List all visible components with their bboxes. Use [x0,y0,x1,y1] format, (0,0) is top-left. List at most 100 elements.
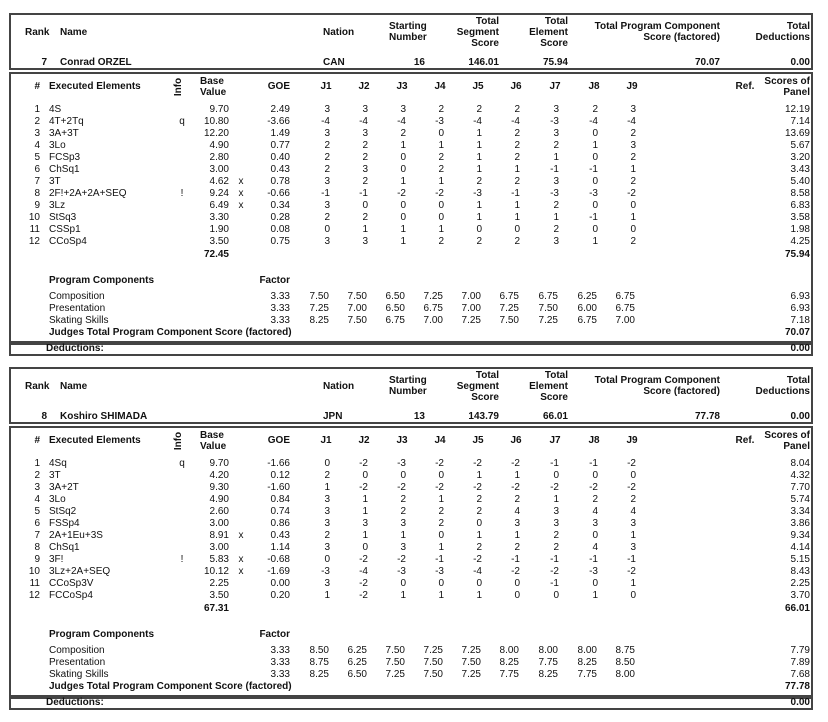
component-name: Skating Skills [49,669,109,680]
bonus-marker: x [238,188,244,199]
judge-score: 0 [630,590,636,601]
judge-score: 2 [630,236,636,247]
name-label: Name [60,27,88,38]
element-name: StSq3 [49,212,77,223]
bonus-marker: x [238,566,244,577]
judge-header: J8 [588,81,600,92]
judge-score: 1 [400,530,406,541]
elements-box [9,426,813,697]
base-value: 4.62 [209,176,229,187]
base-value: 9.70 [209,104,229,115]
judge-score: 1 [553,212,559,223]
panel-score: 8.58 [790,188,810,199]
scores-of-panel-header: Panel [783,441,810,452]
total-segment-score-label: Segment [456,381,499,392]
judge-header: J9 [626,81,638,92]
base-value-total: 72.45 [203,249,229,260]
goe-value: -1.66 [267,458,290,469]
judge-score: -1 [627,554,636,565]
base-value: 9.70 [209,458,229,469]
judge-score: -2 [627,188,636,199]
judge-score: -1 [435,554,444,565]
element-name: 3T [49,470,61,481]
element-number: 12 [28,236,40,247]
judge-score: -2 [473,482,482,493]
component-name: Presentation [49,657,106,668]
panel-score: 5.15 [790,554,810,565]
component-judge-score: 7.50 [347,291,367,302]
base-value: 3.30 [209,212,229,223]
nation-value: JPN [323,411,343,422]
total-segment-score-value: 143.79 [468,411,499,422]
judge-score: 2 [553,200,559,211]
judge-score: 1 [592,236,598,247]
judge-score: 1 [400,236,406,247]
judge-score: 2 [476,176,482,187]
component-judge-score: 6.75 [538,291,558,302]
panel-score: 12.19 [784,104,810,115]
judge-score: 2 [438,236,444,247]
base-value: 3.00 [209,542,229,553]
judge-score: 1 [362,530,368,541]
element-name: ChSq1 [49,164,80,175]
judge-score: 1 [630,578,636,589]
judge-score: 3 [324,128,330,139]
judge-score: 0 [438,212,444,223]
component-judge-score: 6.75 [499,291,519,302]
judge-header: J4 [434,81,446,92]
judge-score: 2 [630,494,636,505]
judge-score: 1 [514,164,520,175]
element-name: 3Lo [49,494,66,505]
total-pcs-label: Score (factored) [643,32,720,43]
component-judge-score: 7.75 [577,669,597,680]
judge-score: 1 [438,176,444,187]
panel-score: 7.14 [790,116,810,127]
element-name: 3A+3T [49,128,79,139]
judge-score: -2 [397,188,406,199]
judge-score: -1 [589,212,598,223]
judge-score: 0 [400,152,406,163]
judge-score: 0 [592,530,598,541]
element-name: CSSp1 [49,224,81,235]
judge-score: -2 [435,458,444,469]
component-judge-score: 7.50 [461,657,481,668]
judge-score: -3 [473,188,482,199]
judge-score: 3 [324,200,330,211]
judge-header: J2 [358,435,370,446]
element-number: 2 [34,470,40,481]
judge-score: 3 [324,236,330,247]
component-judge-score: 7.25 [461,315,481,326]
judge-score: 0 [592,200,598,211]
judge-score: 2 [476,236,482,247]
judge-score: 1 [592,140,598,151]
goe-value: 0.84 [270,494,290,505]
base-value-header: Value [200,87,227,98]
judge-score: 0 [630,200,636,211]
component-judge-score: 7.50 [347,315,367,326]
judge-score: -4 [321,116,330,127]
component-name: Composition [49,645,105,656]
judge-score: 3 [324,104,330,115]
panel-score: 1.98 [790,224,810,235]
judge-score: 0 [514,590,520,601]
judge-score: 2 [476,494,482,505]
component-judge-score: 8.25 [499,657,519,668]
base-value: 4.20 [209,470,229,481]
nation-value: CAN [323,57,345,68]
judge-score: -2 [511,482,520,493]
judge-score: 0 [400,578,406,589]
judge-header: J9 [626,435,638,446]
component-judge-score: 7.25 [538,315,558,326]
base-value: 8.91 [209,530,229,541]
total-deductions-label: Total [786,21,810,32]
base-value-header: Base [200,76,224,87]
judge-header: J5 [472,435,484,446]
element-name: 4T+2Tq [49,116,84,127]
element-name: 2F!+2A+2A+SEQ [49,188,127,199]
judge-score: 2 [514,152,520,163]
judge-score: 3 [400,542,406,553]
judge-score: -1 [589,164,598,175]
judge-score: 3 [553,128,559,139]
total-element-score-label: Element [529,381,568,392]
component-judge-score: 8.00 [538,645,558,656]
